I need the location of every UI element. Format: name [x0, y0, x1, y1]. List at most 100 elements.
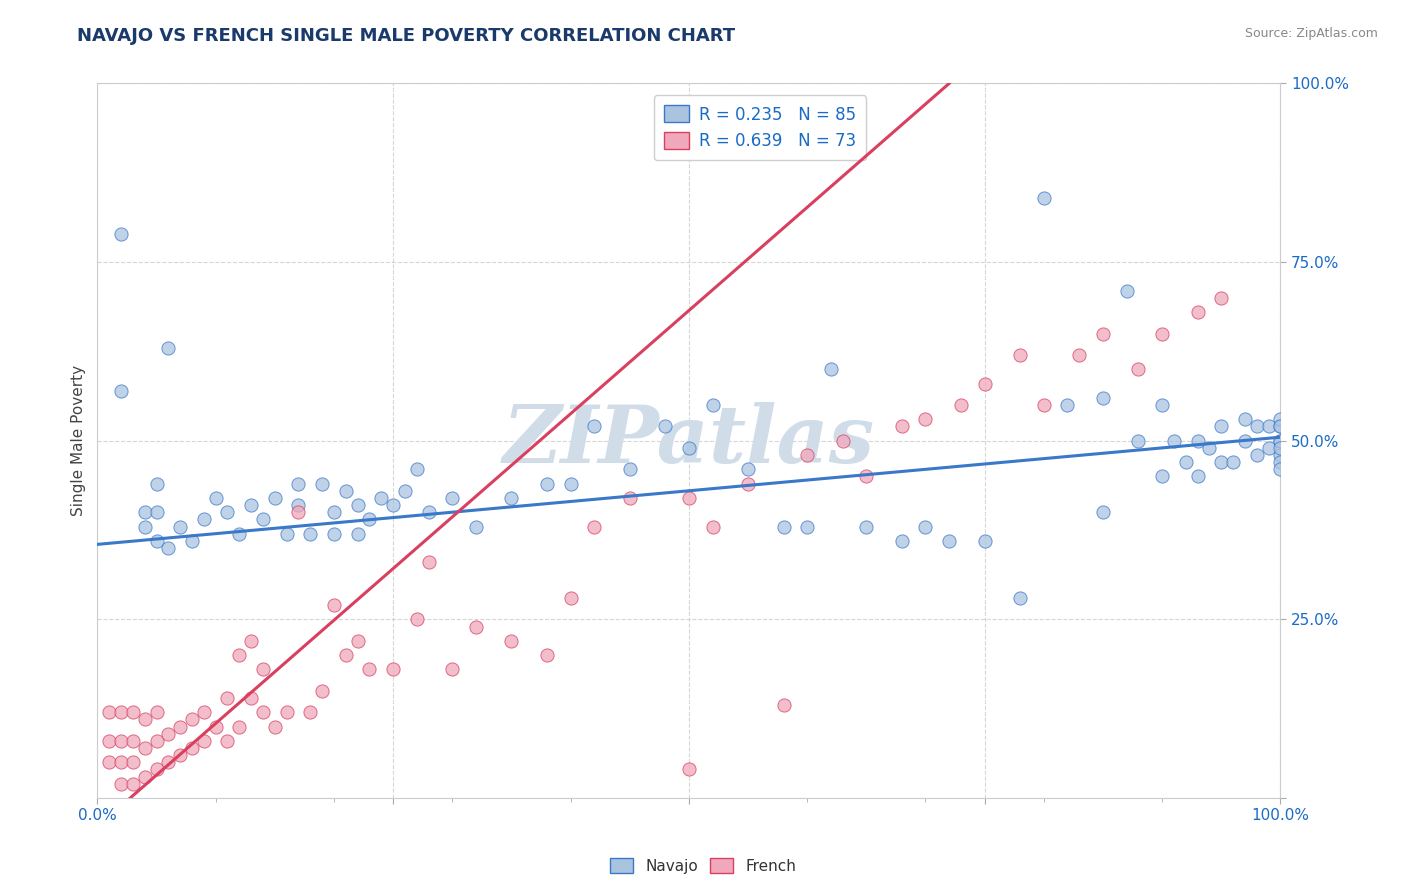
Point	[914, 519, 936, 533]
Point	[204, 491, 226, 505]
Point	[1032, 191, 1054, 205]
Point	[217, 734, 239, 748]
Point	[98, 706, 121, 720]
Point	[217, 505, 239, 519]
Point	[110, 734, 132, 748]
Point	[359, 662, 381, 676]
Point	[1198, 441, 1220, 455]
Point	[193, 734, 215, 748]
Point	[382, 498, 405, 512]
Point	[702, 519, 724, 533]
Point	[323, 505, 346, 519]
Point	[441, 662, 464, 676]
Point	[110, 384, 132, 398]
Point	[263, 720, 285, 734]
Point	[702, 398, 724, 412]
Point	[619, 462, 641, 476]
Point	[405, 612, 427, 626]
Point	[1174, 455, 1197, 469]
Point	[1270, 434, 1292, 448]
Point	[1270, 441, 1292, 455]
Point	[1270, 412, 1292, 426]
Point	[346, 633, 368, 648]
Point	[1233, 412, 1256, 426]
Point	[217, 691, 239, 706]
Point	[1091, 326, 1114, 341]
Point	[1152, 469, 1174, 483]
Point	[654, 419, 676, 434]
Point	[252, 706, 274, 720]
Point	[1128, 362, 1150, 376]
Point	[772, 698, 794, 713]
Point	[1233, 434, 1256, 448]
Point	[346, 526, 368, 541]
Point	[1010, 348, 1032, 362]
Point	[228, 526, 250, 541]
Point	[1010, 591, 1032, 605]
Point	[145, 533, 167, 548]
Point	[1270, 419, 1292, 434]
Point	[914, 412, 936, 426]
Point	[560, 591, 582, 605]
Point	[1152, 326, 1174, 341]
Point	[228, 648, 250, 662]
Point	[405, 462, 427, 476]
Point	[938, 533, 960, 548]
Point	[169, 519, 191, 533]
Point	[157, 756, 180, 770]
Point	[1211, 419, 1233, 434]
Point	[1091, 391, 1114, 405]
Point	[1056, 398, 1078, 412]
Point	[1091, 505, 1114, 519]
Point	[820, 362, 842, 376]
Point	[240, 633, 263, 648]
Point	[501, 633, 523, 648]
Point	[1222, 455, 1244, 469]
Point	[110, 706, 132, 720]
Point	[110, 756, 132, 770]
Point	[157, 727, 180, 741]
Point	[134, 770, 156, 784]
Point	[134, 741, 156, 756]
Point	[335, 648, 357, 662]
Legend: R = 0.235   N = 85, R = 0.639   N = 73: R = 0.235 N = 85, R = 0.639 N = 73	[654, 95, 866, 160]
Point	[263, 491, 285, 505]
Point	[1163, 434, 1185, 448]
Point	[1187, 434, 1209, 448]
Point	[855, 469, 877, 483]
Legend: Navajo, French: Navajo, French	[603, 852, 803, 880]
Point	[1246, 419, 1268, 434]
Point	[193, 512, 215, 526]
Text: Source: ZipAtlas.com: Source: ZipAtlas.com	[1244, 27, 1378, 40]
Point	[973, 376, 995, 391]
Point	[204, 720, 226, 734]
Point	[134, 713, 156, 727]
Point	[1270, 434, 1292, 448]
Point	[772, 519, 794, 533]
Point	[145, 476, 167, 491]
Point	[501, 491, 523, 505]
Point	[110, 227, 132, 241]
Point	[1270, 448, 1292, 462]
Y-axis label: Single Male Poverty: Single Male Poverty	[72, 365, 86, 516]
Point	[134, 505, 156, 519]
Point	[346, 498, 368, 512]
Point	[855, 519, 877, 533]
Point	[323, 598, 346, 612]
Point	[145, 505, 167, 519]
Point	[181, 533, 204, 548]
Point	[276, 706, 298, 720]
Point	[1152, 398, 1174, 412]
Point	[1211, 291, 1233, 305]
Point	[228, 720, 250, 734]
Point	[796, 448, 818, 462]
Point	[1187, 469, 1209, 483]
Point	[359, 512, 381, 526]
Point	[323, 526, 346, 541]
Point	[335, 483, 357, 498]
Point	[619, 491, 641, 505]
Point	[1128, 434, 1150, 448]
Point	[121, 734, 143, 748]
Point	[796, 519, 818, 533]
Point	[145, 763, 167, 777]
